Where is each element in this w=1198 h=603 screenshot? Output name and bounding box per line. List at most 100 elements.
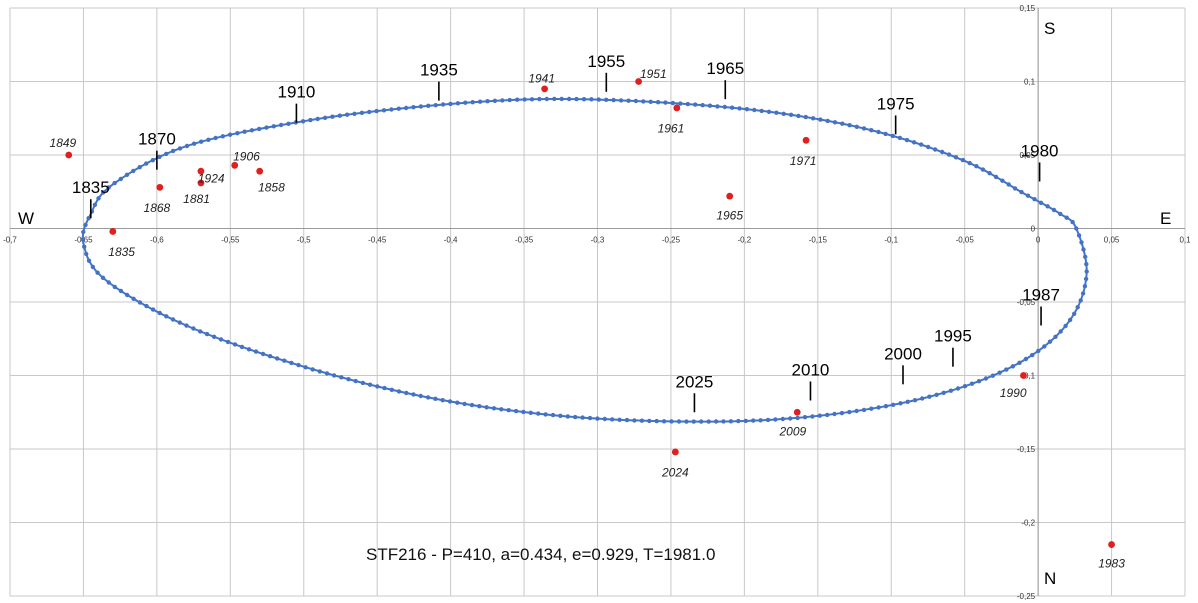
orbit-point (566, 96, 572, 102)
orbit-point (633, 98, 639, 104)
orbit-point (80, 237, 86, 242)
orbit-point (751, 418, 756, 423)
orbit-point (118, 288, 124, 294)
orbit-point (95, 270, 100, 275)
orbit-point (1019, 189, 1024, 195)
orbit-point (626, 98, 631, 103)
observation-label: 1881 (183, 192, 210, 206)
orbit-point (752, 107, 757, 113)
orbit-point (1058, 211, 1063, 217)
orbit-point (946, 152, 952, 157)
observation-point (197, 179, 205, 187)
orbit-point (796, 113, 801, 119)
observation-point (256, 167, 264, 175)
orbit-point (832, 120, 838, 125)
orbit-point (339, 375, 344, 380)
orbit-point (744, 107, 750, 112)
orbit-point (404, 390, 409, 396)
x-tick-label: -0,45 (368, 236, 387, 245)
orbit-point (869, 128, 874, 133)
orbit-point (184, 323, 189, 328)
orbit-point (367, 382, 373, 387)
orbit-point (144, 161, 149, 166)
orbit-point (543, 412, 548, 417)
orbit-point (993, 174, 999, 180)
observation-label: 1924 (198, 172, 225, 186)
orbit-point (96, 196, 101, 201)
y-tick-label: -0,1 (1021, 372, 1035, 381)
orbit-point (780, 416, 785, 422)
chart-title: STF216 - P=410, a=0.434, e=0.929, T=1981… (366, 545, 715, 564)
orbit-point (574, 96, 579, 102)
orbit-point (1070, 219, 1075, 225)
orbit-point (1042, 344, 1047, 349)
observations: 1849 1835 1868 1881 1924 1906 1858 1941 1951 1961… (50, 67, 1126, 571)
direction-west: W (18, 209, 34, 228)
orbit-point (544, 96, 549, 102)
orbit-point (382, 385, 387, 391)
orbit-point (1080, 291, 1086, 296)
orbit-point (728, 419, 734, 424)
orbit-point (239, 344, 245, 350)
orbit-point (641, 99, 646, 104)
orbit-point (1063, 323, 1068, 329)
orbit-point (933, 147, 938, 152)
orbit-point (346, 377, 351, 382)
orbit-point (118, 176, 124, 182)
orbit-point (491, 406, 497, 411)
orbit-point (976, 379, 982, 384)
orbit-point (810, 414, 815, 419)
orbit-point (537, 96, 542, 102)
orbit-point (766, 109, 772, 115)
orbit-point (670, 100, 676, 106)
epoch-label: 1870 (138, 130, 176, 149)
x-tick-label: 0,05 (1104, 236, 1120, 245)
orbit-point (101, 190, 106, 195)
orbit-point (191, 326, 196, 331)
orbit-point (352, 111, 357, 117)
orbit-point (86, 258, 92, 263)
orbit-point (1067, 317, 1073, 323)
direction-east: E (1160, 209, 1171, 228)
orbit-point (1025, 193, 1031, 198)
orbit-point (693, 102, 698, 107)
orbit-point (177, 146, 183, 151)
orbit-point (1023, 356, 1029, 362)
epoch-label: 1935 (420, 61, 458, 80)
observation-point (541, 85, 549, 93)
orbit-point (847, 409, 852, 415)
orbit-point (854, 408, 859, 414)
orbit-point (330, 114, 335, 119)
orbit-point (403, 105, 409, 111)
orbit-point (411, 105, 416, 110)
orbit-point (204, 331, 210, 337)
orbit-point (360, 380, 366, 386)
orbit-point (374, 108, 379, 114)
orbit-point (513, 408, 519, 414)
epoch-label: 1980 (1021, 141, 1059, 160)
orbit-point (611, 97, 616, 103)
observation-label: 1951 (640, 67, 667, 81)
orbit-point (106, 185, 111, 190)
orbit-point (83, 222, 88, 228)
orbit-point (897, 135, 903, 141)
orbit-point (257, 126, 262, 132)
x-tick-label: -0,5 (297, 236, 311, 245)
orbit-point (1053, 334, 1058, 339)
orbit-point (206, 137, 211, 142)
orbit-point (654, 418, 659, 424)
orbit-point (802, 415, 808, 420)
orbit-point (825, 412, 830, 418)
orbit-point (448, 101, 453, 107)
orbit-point (124, 172, 130, 177)
orbit-point (1084, 261, 1089, 267)
orbit-point (595, 416, 600, 421)
orbit-point (106, 280, 112, 285)
orbit-point (322, 115, 328, 121)
orbit-point (1006, 182, 1011, 187)
observation-label: 2009 (778, 424, 806, 438)
orbit-point (213, 135, 218, 141)
observation-label: 1868 (144, 201, 171, 215)
observation-point (197, 167, 205, 175)
